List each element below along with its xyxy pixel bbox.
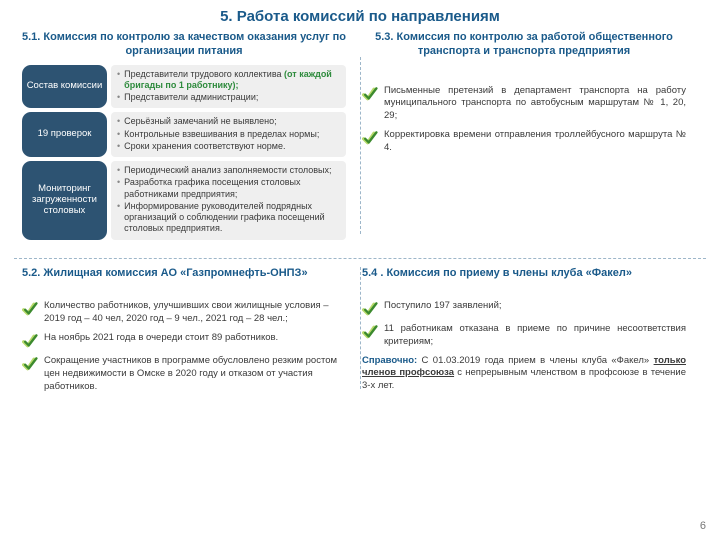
section-5-3-title: 5.3. Комиссия по контролю за работой общ…: [362, 31, 686, 59]
check-row: 11 работникам отказана в приеме по причи…: [362, 323, 686, 349]
check-icon: [362, 301, 378, 317]
section-5-4-title: 5.4 . Комиссия по приему в члены клуба «…: [362, 267, 686, 281]
check-row: На ноябрь 2021 года в очереди стоит 89 р…: [22, 332, 346, 349]
section-5-1-row: Состав комиссии Представители трудового к…: [22, 65, 346, 109]
bullet-item: Представители администрации;: [117, 92, 340, 103]
check-row: Письменные претензий в департамент транс…: [362, 85, 686, 123]
grey-box: Периодический анализ заполняемости столо…: [111, 161, 346, 240]
check-icon: [22, 333, 38, 349]
section-5-3: 5.3. Комиссия по контролю за работой общ…: [354, 27, 694, 254]
section-5-4: 5.4 . Комиссия по приему в члены клуба «…: [354, 263, 694, 410]
check-icon: [362, 130, 378, 146]
pill-label: 19 проверок: [22, 112, 107, 157]
check-row: Сокращение участников в программе обусло…: [22, 355, 346, 393]
pill-label: Состав комиссии: [22, 65, 107, 109]
section-5-1-title: 5.1. Комиссия по контролю за качеством о…: [22, 31, 346, 59]
page-number: 6: [700, 520, 706, 532]
bullet-item: Информирование руководителей подрядных о…: [117, 201, 340, 235]
check-text: 11 работникам отказана в приеме по причи…: [384, 323, 686, 349]
check-text: Письменные претензий в департамент транс…: [384, 85, 686, 123]
check-row: Количество работников, улучшивших свои ж…: [22, 300, 346, 326]
vertical-separator: [360, 57, 361, 234]
bullet-item: Периодический анализ заполняемости столо…: [117, 165, 340, 176]
check-text: Корректировка времени отправления тролле…: [384, 129, 686, 155]
bullet-item: Контрольные взвешивания в пределах нормы…: [117, 129, 340, 140]
bullet-item: Представители трудового коллектива (от к…: [117, 69, 340, 92]
section-5-2-title: 5.2. Жилищная комиссия АО «Газпромнефть-…: [22, 267, 346, 281]
section-5-1: 5.1. Комиссия по контролю за качеством о…: [14, 27, 354, 254]
horizontal-separator: [14, 258, 706, 259]
check-icon: [362, 324, 378, 340]
content-grid: 5.1. Комиссия по контролю за качеством о…: [0, 27, 720, 254]
check-row: Поступило 197 заявлений;: [362, 300, 686, 317]
pill-label: Мониторинг загруженности столовых: [22, 161, 107, 240]
check-text: Сокращение участников в программе обусло…: [44, 355, 346, 393]
content-grid-2: 5.2. Жилищная комиссия АО «Газпромнефть-…: [0, 263, 720, 410]
bullet-item: Серьёзный замечаний не выявлено;: [117, 116, 340, 127]
note-label: Справочно:: [362, 355, 417, 366]
bullet-item: Разработка графика посещения столовых ра…: [117, 177, 340, 200]
check-text: Поступило 197 заявлений;: [384, 300, 502, 313]
section-5-2: 5.2. Жилищная комиссия АО «Газпромнефть-…: [14, 263, 354, 410]
grey-box: Серьёзный замечаний не выявлено; Контроль…: [111, 112, 346, 157]
check-icon: [22, 356, 38, 372]
check-icon: [362, 86, 378, 102]
section-5-4-note: Справочно: С 01.03.2019 года прием в чле…: [362, 355, 686, 392]
check-text: Количество работников, улучшивших свои ж…: [44, 300, 346, 326]
bullet-item: Сроки хранения соответствуют норме.: [117, 141, 340, 152]
note-pre: С 01.03.2019 года прием в члены клуба «Ф…: [417, 355, 653, 366]
check-icon: [22, 301, 38, 317]
check-text: На ноябрь 2021 года в очереди стоит 89 р…: [44, 332, 278, 345]
grey-box: Представители трудового коллектива (от к…: [111, 65, 346, 109]
vertical-separator-2: [360, 267, 361, 390]
page-title: 5. Работа комиссий по направлениям: [0, 0, 720, 27]
section-5-1-row: 19 проверокСерьёзный замечаний не выявле…: [22, 112, 346, 157]
check-row: Корректировка времени отправления тролле…: [362, 129, 686, 155]
section-5-1-row: Мониторинг загруженности столовых Периоди…: [22, 161, 346, 240]
